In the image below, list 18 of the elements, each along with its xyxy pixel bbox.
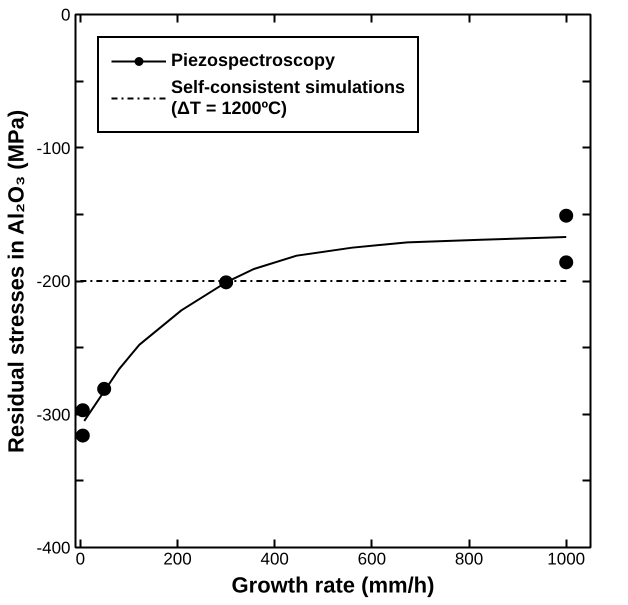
y-tick-label: -200 (36, 272, 71, 291)
y-tick-label: 0 (61, 6, 71, 24)
point (559, 255, 574, 270)
x-axis-title: Growth rate (mm/h) (232, 572, 434, 598)
y-tick-label: -100 (36, 138, 71, 158)
point (559, 208, 574, 223)
point (76, 428, 90, 443)
legend-label: Piezospectroscopy (171, 50, 336, 71)
y-tick-label: -300 (36, 405, 71, 424)
x-tick-label: 1000 (547, 550, 586, 568)
x-tick-label: 800 (454, 550, 484, 568)
legend-label: Self-consistent simulations (ΔT = 1200ºC) (171, 77, 406, 119)
y-tick-label: -400 (36, 538, 71, 558)
x-tick-label: 600 (358, 550, 386, 568)
x-tick-label: 200 (163, 550, 192, 568)
y-axis-title: Residual stresses in Al₂O₃ (MPa) (3, 110, 28, 453)
x-tick-label: 0 (76, 550, 86, 568)
x-tick-label: 400 (260, 550, 289, 568)
